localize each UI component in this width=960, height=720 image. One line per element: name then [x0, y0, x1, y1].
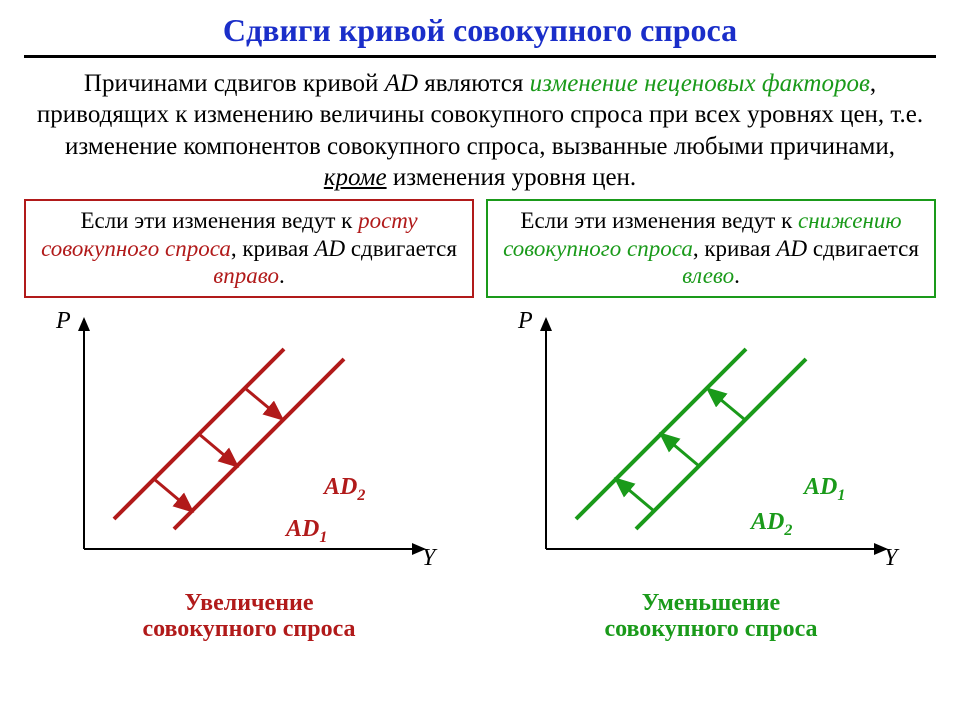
left-ad1-label: AD1: [286, 516, 327, 547]
intro-krome: кроме: [324, 164, 387, 191]
left-caption: Увеличение совокупного спроса: [24, 590, 474, 643]
right-box-period: .: [734, 263, 740, 288]
right-box-pre: Если эти изменения ведут к: [520, 208, 798, 233]
right-p-label: P: [518, 308, 533, 335]
left-chart-svg: [24, 304, 464, 564]
left-box-ad: AD: [314, 236, 345, 261]
left-box-pre: Если эти изменения ведут к: [80, 208, 358, 233]
intro-emph: изменение неценовых факторов: [530, 70, 870, 97]
left-chart: P Y AD1 AD2: [24, 304, 464, 594]
left-column: Если эти изменения ведут к росту совокуп…: [24, 199, 474, 643]
right-box-ad: AD: [776, 236, 807, 261]
left-box-emph2: вправо: [213, 263, 279, 288]
intro-paragraph: Причинами сдвигов кривой AD являются изм…: [0, 68, 960, 199]
two-column-layout: Если эти изменения ведут к росту совокуп…: [0, 199, 960, 643]
left-box: Если эти изменения ведут к росту совокуп…: [24, 199, 474, 298]
title-text: Сдвиги кривой совокупного спроса: [223, 12, 737, 48]
right-y-label: Y: [884, 545, 897, 572]
intro-pre: Причинами сдвигов кривой: [84, 70, 385, 97]
intro-mid: являются: [418, 70, 530, 97]
right-box: Если эти изменения ведут к снижению сово…: [486, 199, 936, 298]
right-box-mid2: сдвигается: [807, 236, 919, 261]
left-box-mid: , кривая: [231, 236, 315, 261]
left-box-mid2: сдвигается: [345, 236, 457, 261]
right-box-mid: , кривая: [693, 236, 777, 261]
right-chart: P Y AD1 AD2: [486, 304, 926, 594]
left-box-period: .: [279, 263, 285, 288]
intro-ad: AD: [385, 70, 418, 97]
left-y-label: Y: [422, 545, 435, 572]
right-ad2-label: AD2: [751, 509, 792, 540]
right-column: Если эти изменения ведут к снижению сово…: [486, 199, 936, 643]
right-chart-svg: [486, 304, 926, 564]
right-ad1-label: AD1: [804, 474, 845, 505]
page-title: Сдвиги кривой совокупного спроса: [0, 0, 960, 55]
intro-rest: изменения уровня цен.: [387, 164, 637, 191]
right-caption: Уменьшение совокупного спроса: [486, 590, 936, 643]
left-ad2-label: AD2: [324, 474, 365, 505]
right-caption-l2: совокупного спроса: [604, 616, 817, 642]
title-divider: [24, 55, 936, 58]
left-p-label: P: [56, 308, 71, 335]
right-box-emph2: влево: [682, 263, 734, 288]
left-caption-l2: совокупного спроса: [142, 616, 355, 642]
